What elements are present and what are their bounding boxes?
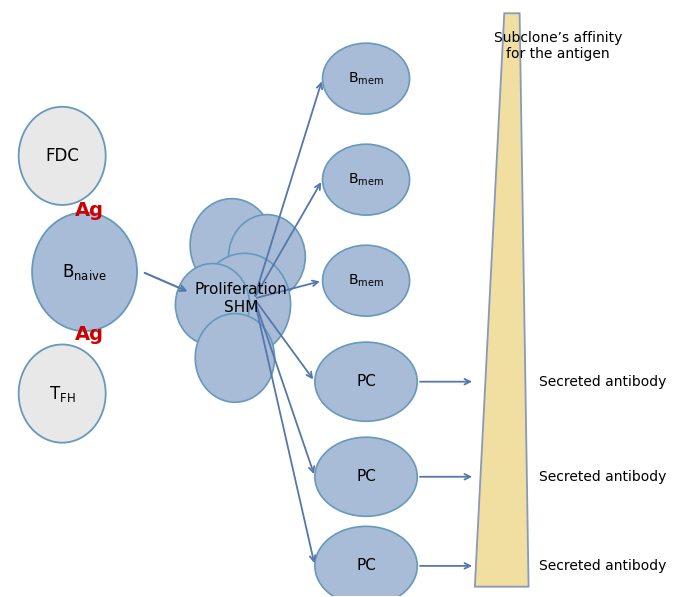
Ellipse shape <box>175 263 249 345</box>
Ellipse shape <box>190 199 273 291</box>
Ellipse shape <box>323 245 410 316</box>
Ellipse shape <box>18 344 105 442</box>
Ellipse shape <box>199 253 290 356</box>
Text: B$_{\mathregular{naive}}$: B$_{\mathregular{naive}}$ <box>62 261 107 282</box>
Ellipse shape <box>18 107 105 205</box>
Text: B$_{\mathregular{mem}}$: B$_{\mathregular{mem}}$ <box>348 70 384 87</box>
Ellipse shape <box>315 527 417 597</box>
Polygon shape <box>475 13 529 587</box>
Text: FDC: FDC <box>45 147 79 165</box>
Text: B$_{\mathregular{mem}}$: B$_{\mathregular{mem}}$ <box>348 272 384 289</box>
Ellipse shape <box>315 437 417 516</box>
Ellipse shape <box>229 215 306 299</box>
Text: Proliferation
SHM: Proliferation SHM <box>195 282 288 315</box>
Text: Ag: Ag <box>75 325 104 344</box>
Text: Secreted antibody: Secreted antibody <box>539 559 667 573</box>
Text: PC: PC <box>356 558 376 573</box>
Ellipse shape <box>323 43 410 114</box>
Text: B$_{\mathregular{mem}}$: B$_{\mathregular{mem}}$ <box>348 171 384 188</box>
Text: Ag: Ag <box>75 201 104 220</box>
Ellipse shape <box>195 313 275 402</box>
Ellipse shape <box>315 342 417 421</box>
Text: Secreted antibody: Secreted antibody <box>539 470 667 484</box>
Text: Subclone’s affinity
for the antigen: Subclone’s affinity for the antigen <box>494 31 622 61</box>
Text: Secreted antibody: Secreted antibody <box>539 375 667 389</box>
Text: PC: PC <box>356 469 376 484</box>
Text: PC: PC <box>356 374 376 389</box>
Text: T$_{\mathregular{FH}}$: T$_{\mathregular{FH}}$ <box>49 384 75 404</box>
Ellipse shape <box>32 213 137 331</box>
Ellipse shape <box>323 144 410 215</box>
